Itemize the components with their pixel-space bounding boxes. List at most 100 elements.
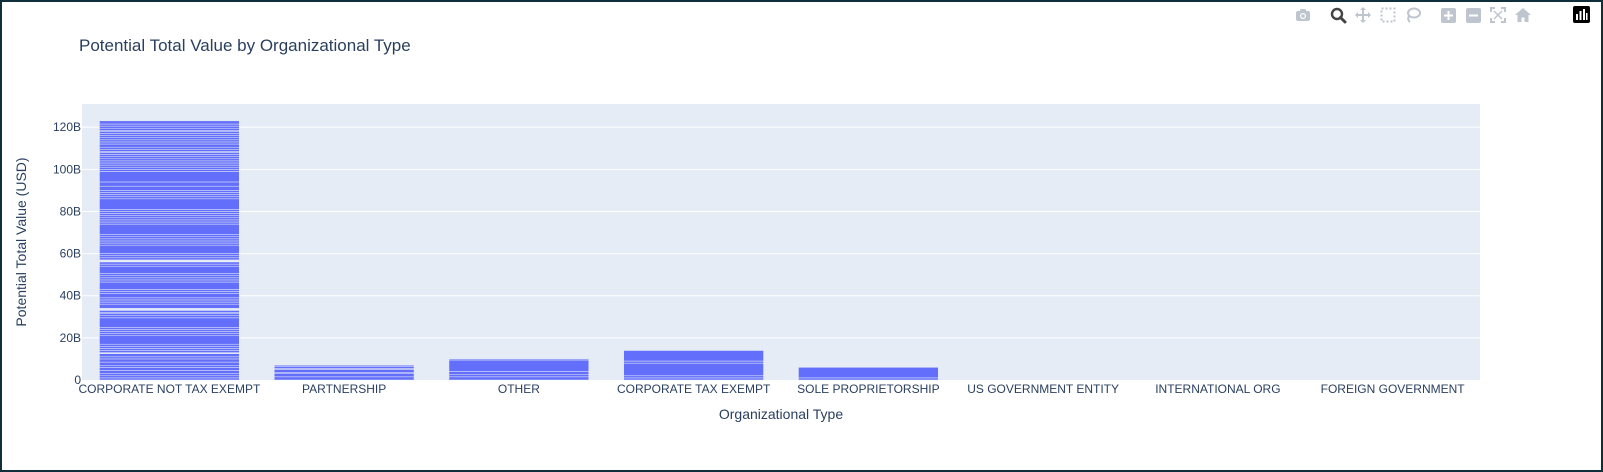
bar-segment[interactable] [99, 166, 240, 170]
zoom-icon[interactable] [1329, 6, 1347, 24]
bar-segment[interactable] [99, 146, 240, 150]
bar-segment[interactable] [99, 281, 240, 290]
zoom-in-icon[interactable] [1439, 6, 1457, 24]
bar-segment[interactable] [99, 277, 240, 281]
bar-segment[interactable] [99, 291, 240, 294]
bar-segment[interactable] [99, 315, 240, 319]
bar-segment[interactable] [99, 234, 240, 237]
bar-segment[interactable] [99, 223, 240, 235]
plotly-logo-icon[interactable] [1573, 6, 1590, 23]
bar-segment[interactable] [99, 213, 240, 216]
bar-segment[interactable] [99, 289, 240, 292]
bar-segment[interactable] [99, 219, 240, 223]
bar-segment[interactable] [99, 365, 240, 368]
bar-segment[interactable] [99, 275, 240, 279]
bar-segment[interactable] [99, 327, 240, 330]
bar-segment[interactable] [273, 366, 415, 369]
bar-segment[interactable] [99, 317, 240, 328]
bar-segment[interactable] [99, 263, 240, 267]
bar-segment[interactable] [99, 181, 240, 187]
bar-segment[interactable] [99, 356, 240, 360]
bar-segment[interactable] [99, 350, 240, 353]
bar-segment[interactable] [99, 377, 240, 381]
bar-segment[interactable] [99, 139, 240, 143]
bar[interactable] [623, 350, 764, 381]
bar-segment[interactable] [99, 162, 240, 166]
bar-segment[interactable] [99, 160, 240, 164]
bar-segment[interactable] [99, 133, 240, 136]
bar-segment[interactable] [99, 244, 240, 254]
bar[interactable] [448, 358, 590, 381]
bar-segment[interactable] [99, 125, 240, 129]
bar-segment[interactable] [99, 255, 240, 259]
bar-segment[interactable] [99, 353, 240, 358]
bar-segment[interactable] [99, 164, 240, 168]
bar-segment[interactable] [99, 236, 240, 240]
bar-segment[interactable] [99, 196, 240, 200]
bar-segment[interactable] [273, 365, 415, 367]
bar-segment[interactable] [99, 198, 240, 210]
bar-segment[interactable] [448, 374, 590, 378]
bar-segment[interactable] [623, 360, 764, 364]
bar-segment[interactable] [273, 369, 415, 373]
bar-segment[interactable] [99, 373, 240, 377]
bar-segment[interactable] [99, 242, 240, 246]
bar-segment[interactable] [99, 194, 240, 197]
bar-segment[interactable] [798, 377, 939, 381]
bar-segment[interactable] [99, 171, 240, 183]
bar-segment[interactable] [99, 190, 240, 193]
bar-segment[interactable] [448, 371, 590, 375]
bar-segment[interactable] [99, 253, 240, 256]
reset-axes-icon[interactable] [1514, 6, 1532, 24]
bar-segment[interactable] [99, 240, 240, 244]
bar-segment[interactable] [99, 329, 240, 332]
bar-segment[interactable] [99, 333, 240, 337]
bar-segment[interactable] [99, 137, 240, 141]
bar-segment[interactable] [273, 373, 415, 378]
bar-segment[interactable] [798, 367, 939, 379]
autoscale-icon[interactable] [1489, 6, 1507, 24]
bar-segment[interactable] [99, 221, 240, 225]
bar-segment[interactable] [99, 149, 240, 152]
bar-segment[interactable] [99, 273, 240, 276]
bar-segment[interactable] [448, 358, 590, 361]
bar-segment[interactable] [273, 376, 415, 381]
bar-segment[interactable] [99, 158, 240, 162]
bar-segment[interactable] [99, 185, 240, 191]
bar-segment[interactable] [99, 211, 240, 214]
bar-segment[interactable] [623, 375, 764, 379]
bar-segment[interactable] [99, 343, 240, 347]
camera-icon[interactable] [1294, 6, 1312, 24]
bar-segment[interactable] [99, 313, 240, 316]
bar-segment[interactable] [99, 293, 240, 299]
bar-segment[interactable] [99, 156, 240, 160]
bar-segment[interactable] [448, 376, 590, 381]
bar-segment[interactable] [99, 348, 240, 351]
bar-segment[interactable] [99, 261, 240, 265]
bar-segment[interactable] [99, 192, 240, 195]
bar-segment[interactable] [99, 301, 240, 305]
bar-segment[interactable] [99, 358, 240, 363]
bar-segment[interactable] [99, 169, 240, 172]
bar-segment[interactable] [99, 265, 240, 274]
bar-segment[interactable] [99, 217, 240, 221]
bar-segment[interactable] [99, 335, 240, 345]
bar-segment[interactable] [99, 141, 240, 145]
bar-segment[interactable] [99, 331, 240, 334]
bar-segment[interactable] [623, 350, 764, 362]
bar[interactable] [99, 120, 240, 381]
lasso-select-icon[interactable] [1404, 6, 1422, 24]
bar-segment[interactable] [99, 123, 240, 127]
bar[interactable] [273, 365, 415, 381]
bar-segment[interactable] [99, 299, 240, 303]
bar-segment[interactable] [99, 154, 240, 157]
bar-segment[interactable] [99, 152, 240, 155]
bar-segment[interactable] [99, 361, 240, 366]
bar-segment[interactable] [99, 135, 240, 138]
bar[interactable] [798, 367, 939, 381]
pan-icon[interactable] [1354, 6, 1372, 24]
bar-segment[interactable] [99, 120, 240, 125]
bar-segment[interactable] [99, 279, 240, 283]
box-select-icon[interactable] [1379, 6, 1397, 24]
bar-segment[interactable] [99, 209, 240, 212]
